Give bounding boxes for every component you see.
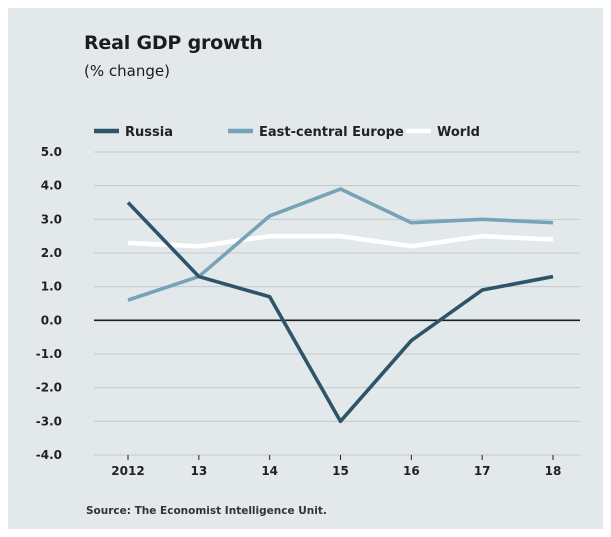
x-tick-label: 2012: [111, 464, 144, 478]
y-tick-label: -1.0: [36, 347, 62, 361]
y-tick-label: -3.0: [36, 414, 62, 428]
y-tick-label: 4.0: [41, 179, 62, 193]
x-tick-label: 14: [261, 464, 278, 478]
series-line-world: [127, 233, 554, 249]
chart-title: Real GDP growth: [84, 32, 263, 54]
chart-svg: 5.0 4.0 3.0 2.0 1.0 0.0 -1.0 -2.0 -3.0 -4.0 2012 13…: [36, 125, 580, 478]
x-tick-label: 18: [545, 464, 562, 478]
chart-subtitle: (% change): [84, 62, 170, 80]
series-line-russia: [126, 201, 554, 424]
y-tick-label: 3.0: [41, 212, 62, 226]
legend-label: World: [437, 125, 480, 140]
legend-label: East-central Europe: [259, 125, 404, 140]
y-tick-label: -2.0: [36, 381, 62, 395]
y-tick-label: 0.0: [41, 313, 62, 327]
x-tick-label: 17: [474, 464, 491, 478]
y-tick-label: 5.0: [41, 145, 62, 159]
legend-label: Russia: [125, 125, 173, 140]
chart-panel: 5.0 4.0 3.0 2.0 1.0 0.0 -1.0 -2.0 -3.0 -4.0 2012 13…: [8, 8, 603, 529]
y-tick-label: 1.0: [41, 280, 62, 294]
y-tick-label: 2.0: [41, 246, 62, 260]
y-tick-label: -4.0: [36, 448, 62, 462]
chart-source: Source: The Economist Intelligence Unit.: [86, 505, 327, 517]
x-tick-label: 16: [403, 464, 420, 478]
x-tick-label: 13: [190, 464, 207, 478]
x-tick-label: 15: [332, 464, 349, 478]
